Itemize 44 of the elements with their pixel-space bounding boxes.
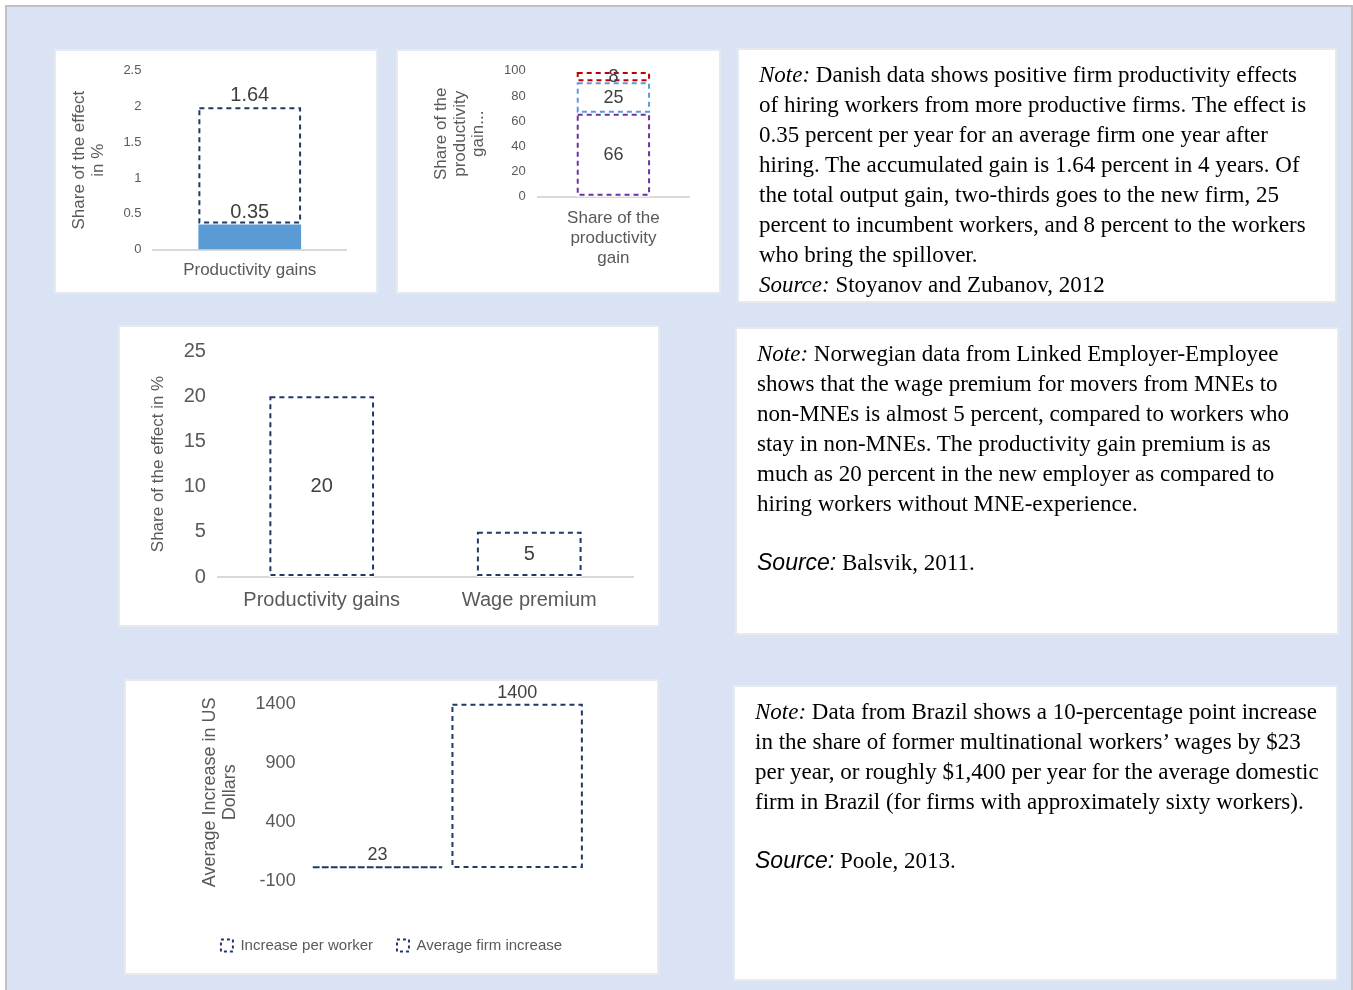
y-tick-label: 900 [265,751,296,772]
y-tick-label: 15 [183,428,206,451]
data-label: 20 [310,474,333,497]
y-tick-label: 80 [511,87,526,103]
y-tick-label: 2.5 [123,62,142,78]
y-tick-label: 1400 [255,692,296,713]
text: Note: Data from Brazil shows a 10-percentage point increase in the share of former multinational workers’ wages by $23 per year, or roughly $1,400 per year for the average domestic firm in Brazil (for firms with approximately sixty workers). [755,699,1319,814]
y-tick-label: -100 [259,869,296,890]
y-tick-label: 0 [518,188,526,204]
legend-label: Average firm increase [416,935,563,953]
y-tick-label: 0 [134,241,142,257]
y-tick-label: 1 [134,169,142,185]
y-tick-label: 0 [194,564,206,587]
y-tick-label: 20 [183,383,206,406]
y-tick-label: 400 [265,810,296,831]
source-note: Source: Balsvik, 2011. [757,549,975,575]
x-tick-label: Productivity gains [243,587,401,610]
data-label: 66 [603,144,624,165]
y-tick-label: 5 [194,519,206,542]
source-note: Source: Poole, 2013. [755,847,956,873]
data-label: 25 [603,86,624,107]
data-label: 0.35 [230,200,270,223]
legend-label: Increase per worker [240,935,373,953]
y-axis-title: Share of the effect in % [69,90,107,230]
x-tick-label: Productivity gains [183,260,317,280]
data-label: 1.64 [230,82,270,105]
y-tick-label: 10 [183,474,206,497]
text: Note: Norwegian data from Linked Employer-Employee shows that the wage premium for movers from MNEs to non-MNEs is almost 5 percent, compared to workers who stay in non-MNEs. The productivity gain premium is as much as 20 percent in the new employer as compared to hiring workers without MNE-experience. [757,341,1290,516]
x-tick-label: Share of the productivity gain [567,207,660,268]
y-tick-label: 2 [134,98,142,114]
data-label: 23 [367,844,388,865]
y-tick-label: 40 [511,137,526,153]
y-tick-label: 25 [183,338,206,361]
y-tick-label: 20 [511,163,526,179]
source-note: Source: Stoyanov and Zubanov, 2012 [759,272,1105,297]
y-axis-title: Share of the effect in % [148,375,168,553]
y-axis-title: Average Increase in US Dollars [198,697,239,888]
y-axis-title: Share of the productivity gain... [431,87,488,181]
x-tick-label: Wage premium [461,587,597,610]
text: Note: Danish data shows positive firm productivity effects of hiring workers from more productive firms. The effect is 0.35 percent per year for an average firm one year after hiring. The accumulated gain is 1.64 percent in 4 years. Of the total output gain, two-thirds goes to the new firm, 25 percent to incumbent workers, and 8 percent to the workers who bring the spillover. [759,62,1307,267]
y-tick-label: 100 [504,62,526,78]
y-tick-label: 60 [511,112,526,128]
y-tick-label: 1.5 [123,133,142,149]
y-tick-label: 0.5 [123,205,142,221]
